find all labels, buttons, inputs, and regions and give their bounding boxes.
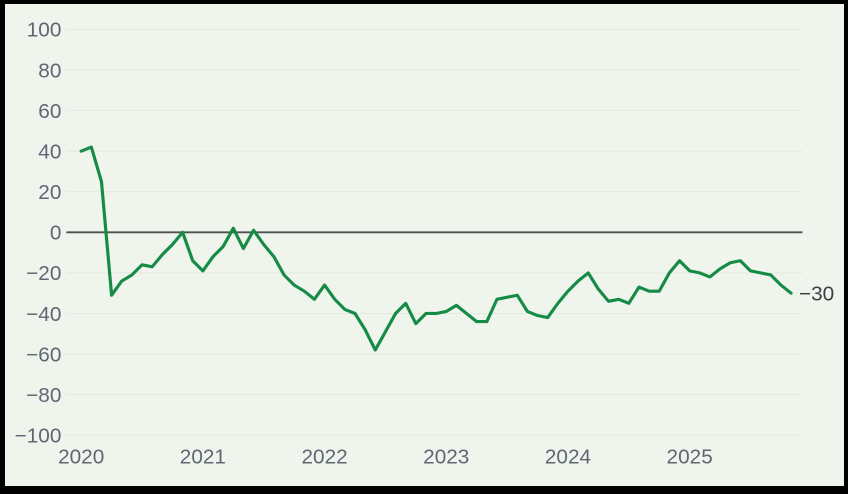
x-tick-label: 2023 — [423, 446, 469, 469]
y-tick-label: 60 — [38, 100, 61, 123]
last-value-label: −30 — [799, 283, 834, 306]
y-tick-label: −60 — [26, 344, 61, 367]
x-tick-label: 2020 — [58, 446, 104, 469]
y-tick-label: −40 — [26, 303, 61, 326]
x-tick-label: 2025 — [667, 446, 713, 469]
y-tick-label: −20 — [26, 262, 61, 285]
y-tick-label: 40 — [38, 141, 61, 164]
y-tick-label: 20 — [38, 181, 61, 204]
y-tick-label: 80 — [38, 59, 61, 82]
chart-background — [5, 4, 844, 486]
y-tick-label: 100 — [27, 19, 62, 42]
x-tick-label: 2021 — [180, 446, 226, 469]
y-tick-label: −80 — [26, 384, 61, 407]
x-tick-label: 2022 — [301, 446, 347, 469]
y-tick-label: −100 — [15, 425, 62, 448]
y-tick-label: 0 — [50, 222, 62, 245]
x-tick-label: 2024 — [545, 446, 591, 469]
data-series-line — [79, 145, 793, 352]
